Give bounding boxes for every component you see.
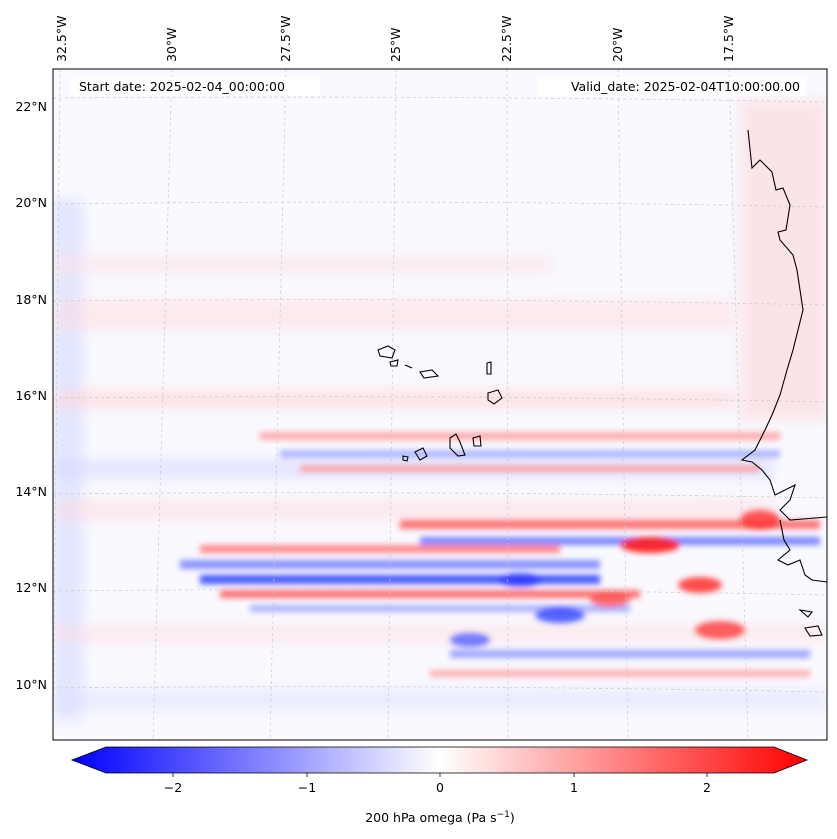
colorbar-title: 200 hPa omega (Pa s−1) [365, 810, 515, 825]
longitude-labels: 32.5°W 30°W 27.5°W 25°W 22.5°W 20°W 17.5… [54, 16, 736, 62]
map-frame [52, 68, 828, 741]
start-date-label: Start date: 2025-02-04_00:00:00 [79, 79, 285, 94]
bijagos-islands [798, 609, 823, 637]
graticule [53, 69, 827, 740]
africa-coastline [740, 129, 827, 521]
lat-label: 14°N [15, 484, 47, 499]
colorbar-ticks [172, 773, 708, 777]
lon-label: 30°W [164, 27, 179, 62]
start-date-box [70, 77, 320, 96]
valid-date-box [538, 77, 806, 96]
lon-label: 32.5°W [54, 16, 69, 62]
coastline [740, 129, 827, 637]
colorbar-bar [70, 746, 809, 774]
valid-date-label: Valid_date: 2025-02-04T10:00:00.00 [571, 79, 800, 94]
lon-label: 17.5°W [721, 16, 736, 62]
lon-label: 25°W [388, 27, 403, 62]
colorbar-tick-label: 0 [436, 780, 444, 795]
colorbar-tick-label: 2 [703, 780, 711, 795]
colorbar-title-suffix: ) [510, 810, 515, 825]
colorbar: −2 −1 0 1 2 200 hPa omega (Pa s−1) [70, 746, 809, 825]
lon-label: 22.5°W [499, 16, 514, 62]
lon-label: 27.5°W [278, 16, 293, 62]
colorbar-tick-label: −2 [164, 780, 182, 795]
colorbar-tick-label: 1 [570, 780, 578, 795]
colorbar-tick-label: −1 [298, 780, 316, 795]
lat-label: 22°N [15, 99, 47, 114]
lat-label: 10°N [15, 677, 47, 692]
lon-label: 20°W [610, 27, 625, 62]
lat-label: 16°N [15, 388, 47, 403]
guinea-bissau-coast [777, 519, 827, 583]
lat-label: 20°N [15, 195, 47, 210]
colorbar-title-superscript: −1 [497, 810, 510, 820]
lat-label: 18°N [15, 292, 47, 307]
lat-label: 12°N [15, 580, 47, 595]
cape-verde-islands [377, 345, 503, 462]
latitude-labels: 22°N 20°N 18°N 16°N 14°N 12°N 10°N [15, 99, 47, 692]
colorbar-title-main: 200 hPa omega (Pa s [365, 810, 496, 825]
map-panel: Start date: 2025-02-04_00:00:00 Valid_da… [52, 68, 828, 741]
